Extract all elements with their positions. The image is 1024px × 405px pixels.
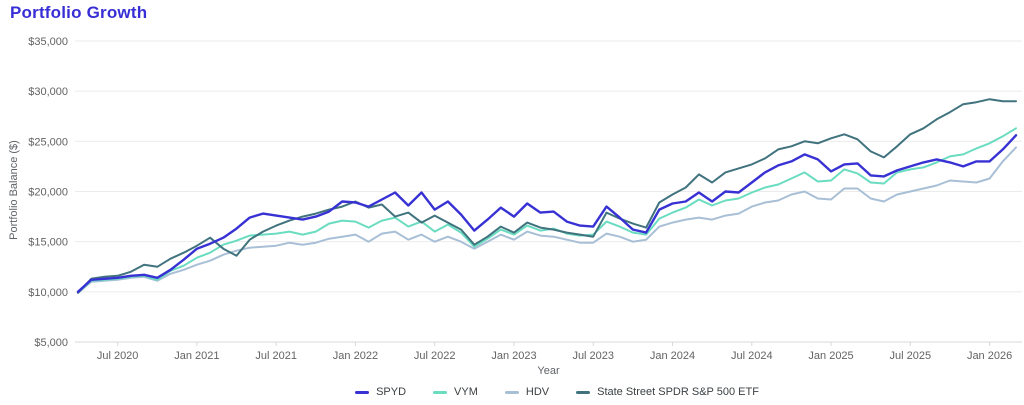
legend-item-vym[interactable]: VYM [433,386,478,398]
legend-label: HDV [525,386,550,398]
legend-item-spyd[interactable]: SPYD [355,386,406,398]
x-tick-label: Jan 2024 [650,350,695,362]
y-tick-label: $20,000 [28,187,68,199]
chart-canvas[interactable]: $5,000 $10,000 $15,000 $20,000 $25,000 $30,00… [0,0,1024,386]
x-tick-label: Jan 2022 [333,350,378,362]
chart-title: Portfolio Growth [10,3,148,22]
y-tick-label: $35,000 [28,36,68,48]
series-line-state-street-spdr-s-p-500-etf[interactable] [77,98,1017,294]
series-line-spyd[interactable] [76,134,1018,293]
x-tick-label: Jul 2020 [97,350,139,362]
x-tick-label: Jul 2024 [731,350,773,362]
legend-swatch [504,390,519,394]
legend-item-hdv[interactable]: HDV [504,386,550,398]
y-tick-label: $30,000 [28,86,68,98]
legend-label: SPYD [376,386,407,398]
x-tick-label: Jan 2021 [174,350,219,362]
x-tick-label: Jul 2022 [414,350,456,362]
series-line-hdv[interactable] [77,146,1017,294]
x-tick-label: Jul 2021 [255,350,297,362]
x-tick-label: Jul 2023 [572,350,614,362]
y-tick-label: $10,000 [28,287,68,299]
x-tick-label: Jan 2026 [967,350,1012,362]
x-axis-title: Year [537,365,560,377]
legend-swatch [355,390,370,394]
legend-swatch [576,390,591,394]
y-tick-label: $5,000 [34,337,68,349]
legend-item-state-street-spdr-s-p-500-etf[interactable]: State Street SPDR S&P 500 ETF [576,386,759,398]
legend-label: VYM [454,386,478,398]
y-tick-label: $25,000 [28,136,68,148]
x-tick-label: Jan 2025 [808,350,853,362]
y-tick-label: $15,000 [28,237,68,249]
chart-legend: SPYD VYM HDV State Street SPDR S&P 500 ETF [45,386,1024,398]
x-tick-label: Jan 2023 [491,350,536,362]
legend-label: State Street SPDR S&P 500 ETF [597,386,759,398]
x-tick-label: Jul 2025 [890,350,932,362]
legend-swatch [433,390,448,394]
